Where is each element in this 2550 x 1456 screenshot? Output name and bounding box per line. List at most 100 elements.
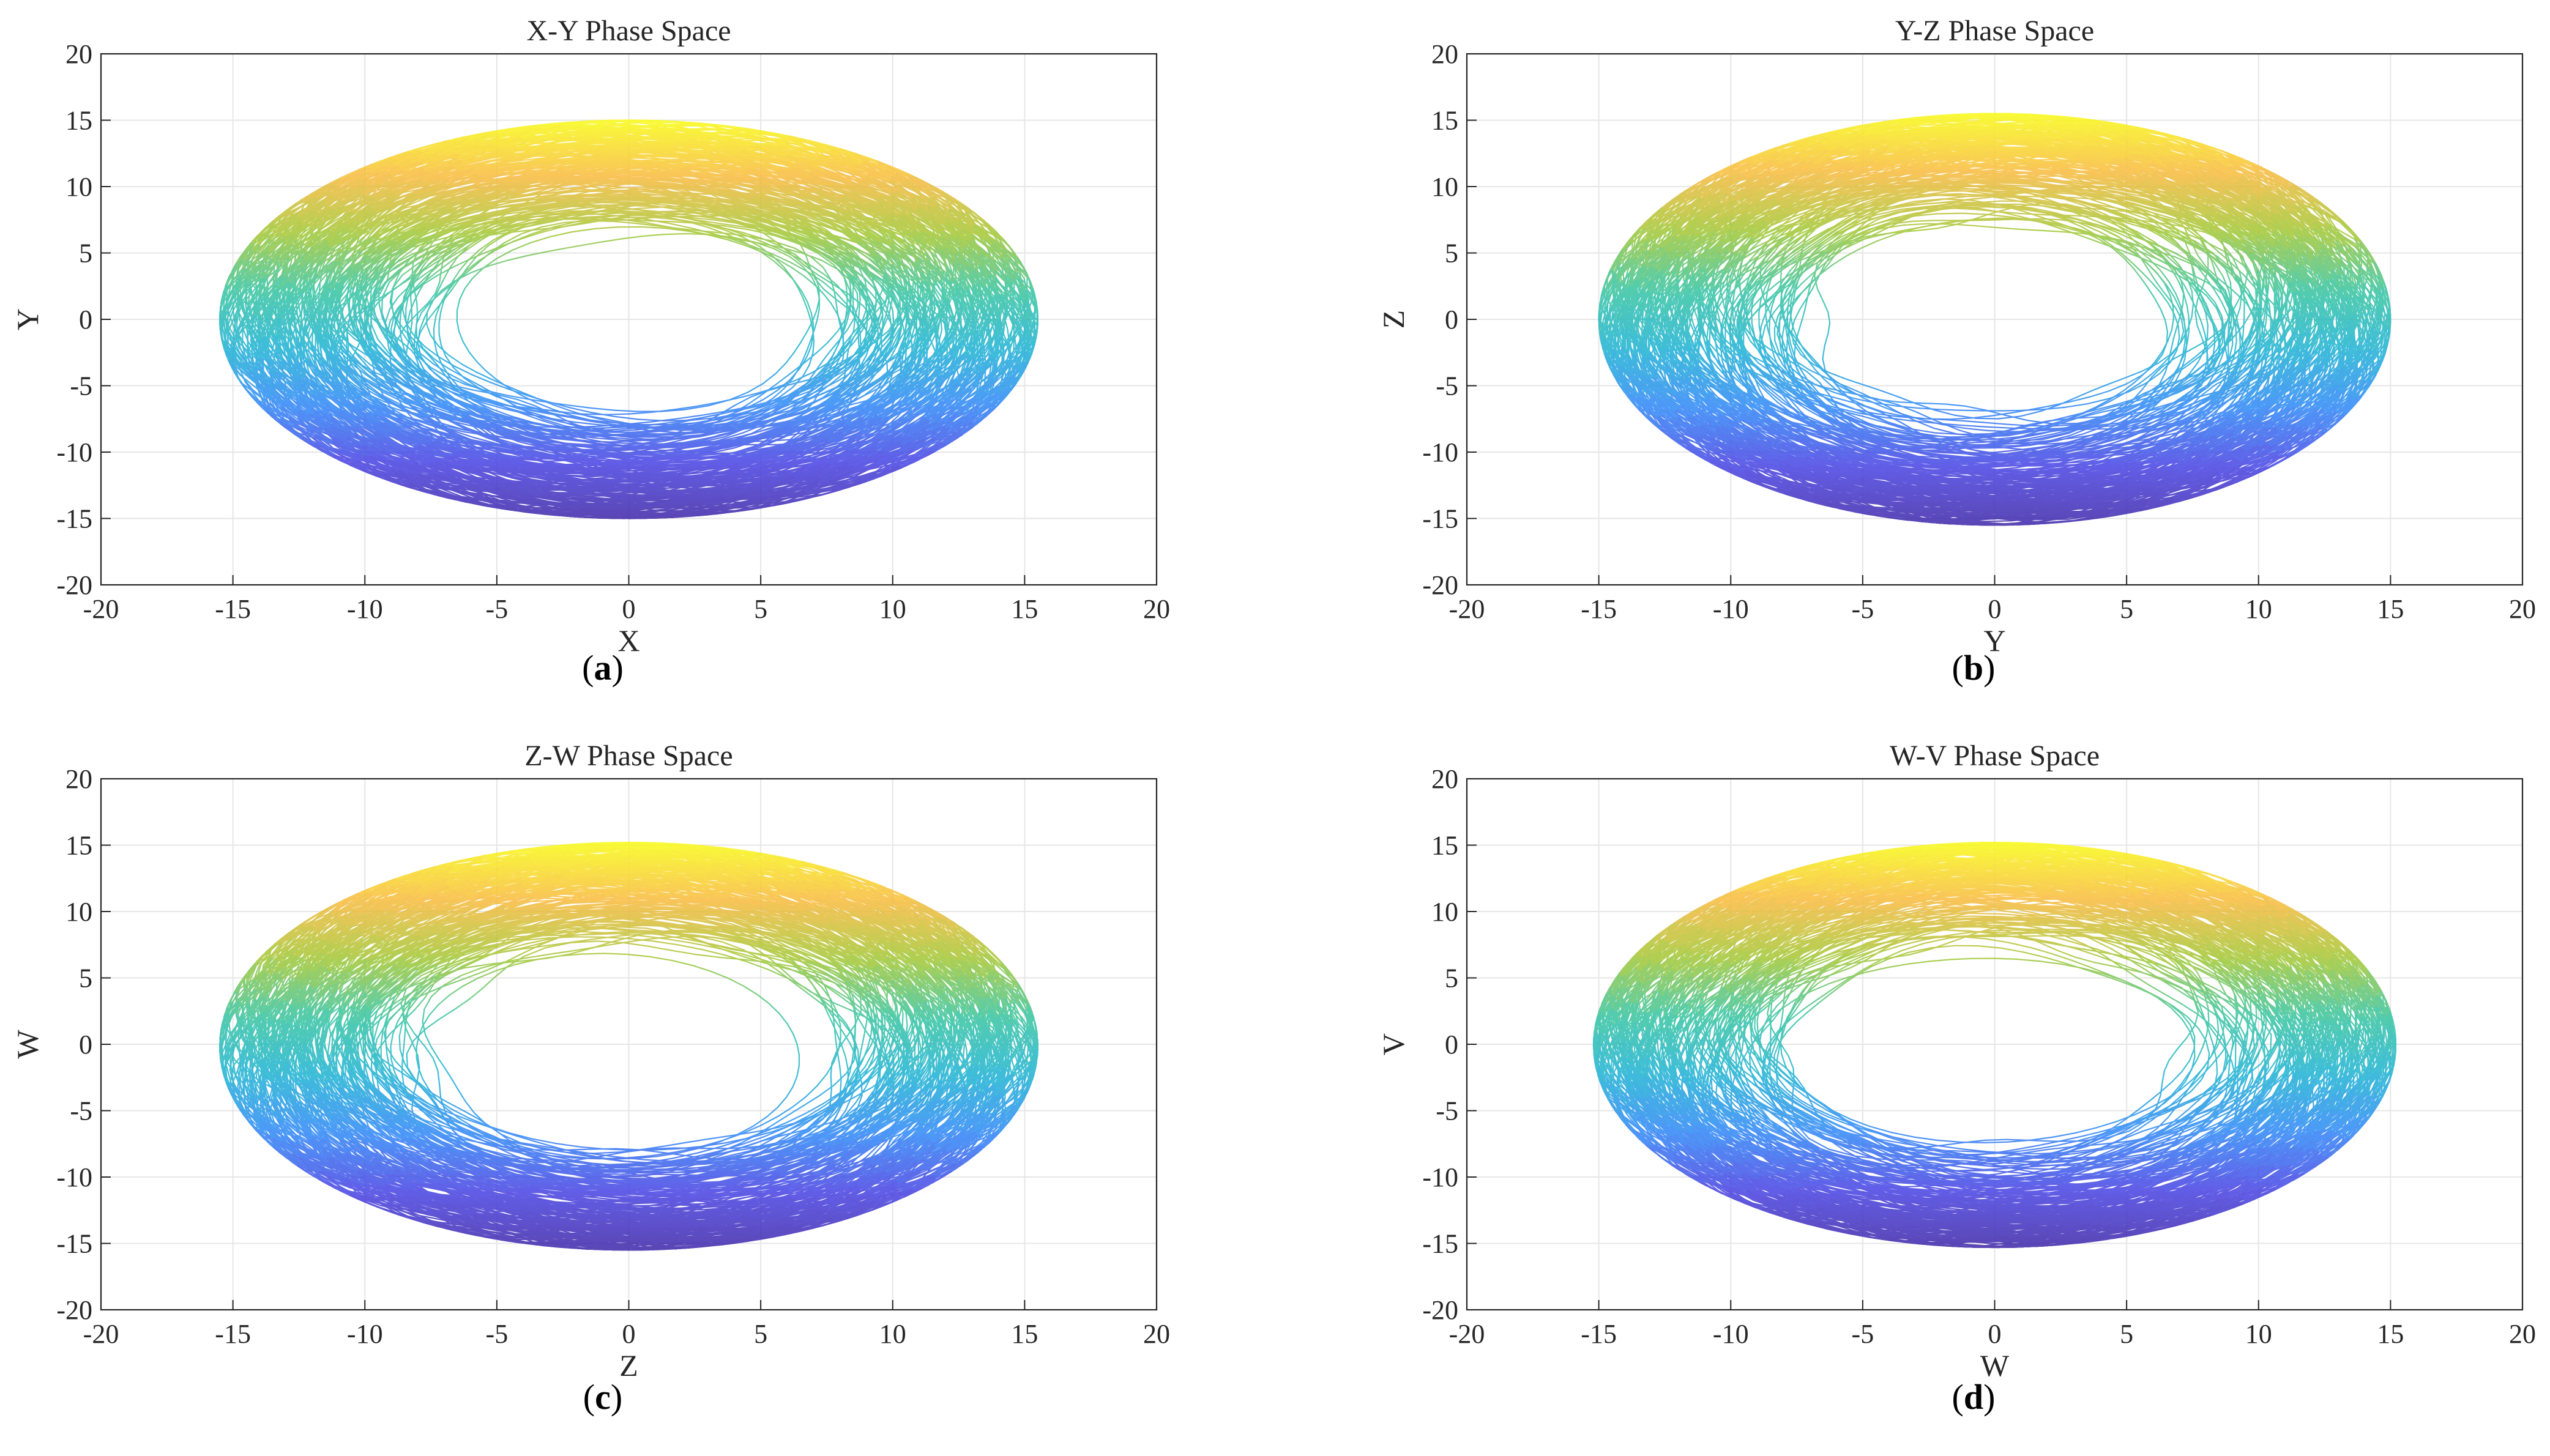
trajectory-segment bbox=[408, 264, 420, 278]
trajectory-segment bbox=[890, 342, 900, 358]
trajectory-segment bbox=[749, 392, 765, 404]
trajectory-segment bbox=[443, 390, 458, 402]
trajectory-segment bbox=[858, 299, 861, 314]
trajectory-segment bbox=[669, 223, 693, 229]
trajectory-segment bbox=[438, 232, 464, 240]
trajectory-segment bbox=[517, 426, 543, 434]
trajectory-segment bbox=[688, 217, 716, 221]
trajectory-segment bbox=[791, 267, 805, 277]
trajectory-segment bbox=[722, 223, 750, 229]
trajectory-segment bbox=[354, 351, 370, 365]
trajectory-segment bbox=[489, 381, 510, 390]
trajectory-segment bbox=[485, 370, 497, 381]
trajectory-segment bbox=[613, 415, 639, 420]
trajectory-segment bbox=[464, 277, 474, 290]
trajectory-segment bbox=[836, 382, 851, 398]
trajectory-segment bbox=[550, 231, 573, 237]
trajectory-segment bbox=[472, 436, 501, 445]
trajectory-segment bbox=[507, 387, 523, 396]
trajectory-segment bbox=[571, 228, 596, 233]
trajectory-segment bbox=[536, 402, 555, 410]
trajectory-segment bbox=[933, 393, 951, 415]
trajectory-segment bbox=[835, 292, 848, 306]
chart-svg-a: -20 -15 -10 -5 0 5 10 15 20-20-15-10-505101520X-… bbox=[10, 15, 1170, 658]
trajectory-segment bbox=[753, 246, 774, 255]
trajectory-segment bbox=[776, 373, 791, 385]
trajectory-segment bbox=[849, 281, 852, 297]
trajectory-segment bbox=[698, 442, 727, 450]
trajectory-segment bbox=[425, 258, 442, 270]
trajectory-segment bbox=[837, 318, 847, 332]
trajectory-segment bbox=[359, 319, 362, 335]
trajectory-segment bbox=[397, 338, 412, 351]
trajectory-segment bbox=[377, 338, 389, 354]
trajectory-segment bbox=[829, 347, 837, 362]
trajectory-segment bbox=[555, 494, 599, 501]
trajectory-segment bbox=[817, 252, 835, 266]
trajectory-segment bbox=[495, 250, 513, 260]
trajectory-segment bbox=[423, 345, 439, 358]
trajectory-segment bbox=[392, 272, 400, 288]
trajectory-segment bbox=[468, 351, 477, 362]
trajectory-segment bbox=[933, 251, 943, 270]
trajectory-segment bbox=[723, 225, 750, 231]
trajectory-segment bbox=[823, 293, 832, 305]
trajectory-segment bbox=[471, 267, 484, 279]
trajectory-segment bbox=[882, 324, 895, 341]
trajectory-segment bbox=[567, 406, 592, 414]
trajectory-segment bbox=[594, 226, 619, 229]
trajectory-segment bbox=[789, 261, 808, 273]
trajectory-segment bbox=[368, 302, 379, 317]
trajectory-segment bbox=[453, 365, 472, 376]
trajectory-segment bbox=[727, 239, 747, 247]
trajectory-segment bbox=[772, 253, 792, 264]
trajectory-segment bbox=[950, 365, 969, 385]
trajectory-segment bbox=[458, 330, 464, 343]
trajectory-segment bbox=[845, 304, 851, 319]
trajectory-segment bbox=[846, 309, 851, 324]
trajectory-segment bbox=[802, 353, 816, 365]
trajectory-segment bbox=[529, 236, 551, 243]
trajectory-segment bbox=[777, 259, 793, 269]
trajectory-segment bbox=[370, 299, 375, 314]
trajectory-segment bbox=[456, 299, 461, 311]
trajectory-segment bbox=[801, 237, 826, 248]
trajectory-segment bbox=[511, 242, 531, 251]
trajectory-segment bbox=[697, 220, 725, 225]
trajectory-segment bbox=[663, 227, 688, 232]
chart-panel-a: -20 -15 -10 -5 0 5 10 15 20 -20 -15 -10 -5 0 5 10 15 20 X-… bbox=[0, 0, 1184, 661]
trajectory-segment bbox=[447, 428, 474, 439]
trajectory-segment bbox=[349, 370, 366, 385]
trajectory-segment bbox=[803, 275, 816, 286]
trajectory-segment bbox=[772, 212, 797, 223]
trajectory-segment bbox=[958, 376, 980, 396]
trajectory-segment bbox=[831, 349, 845, 363]
trajectory-segment bbox=[463, 225, 485, 234]
trajectory-segment bbox=[440, 239, 464, 248]
trajectory-segment bbox=[578, 204, 608, 207]
trajectory-segment bbox=[927, 307, 932, 325]
trajectory-segment bbox=[816, 232, 834, 246]
trajectory-segment bbox=[303, 311, 307, 331]
trajectory-segment bbox=[815, 342, 829, 355]
trajectory-segment bbox=[376, 259, 389, 273]
trajectory-segment bbox=[852, 292, 854, 308]
trajectory-segment bbox=[641, 226, 666, 229]
trajectory-segment bbox=[458, 288, 466, 300]
trajectory-segment bbox=[818, 362, 833, 375]
trajectory-segment bbox=[399, 311, 402, 325]
trajectory-segment bbox=[456, 320, 460, 333]
trajectory-segment bbox=[843, 277, 851, 292]
trajectory-segment bbox=[826, 330, 839, 344]
trajectory-segment bbox=[750, 210, 779, 220]
trajectory-segment bbox=[391, 278, 410, 291]
trajectory-segment bbox=[699, 466, 737, 474]
trajectory-segment bbox=[377, 289, 393, 303]
trajectory-segment bbox=[830, 303, 838, 314]
trajectory-segment bbox=[506, 415, 529, 423]
trajectory-segment bbox=[371, 324, 379, 340]
trajectory-trajectory bbox=[219, 119, 1039, 519]
trajectory-segment bbox=[447, 395, 468, 404]
trajectory-segment bbox=[764, 424, 789, 435]
